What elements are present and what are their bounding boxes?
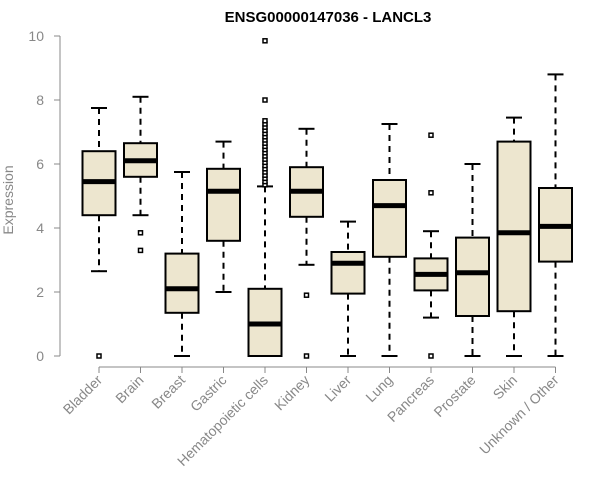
box: [496, 140, 532, 313]
box-group: [247, 38, 283, 357]
outlier-point: [428, 132, 434, 138]
x-tick-label: Skin: [490, 372, 521, 403]
box: [455, 236, 490, 318]
box-group: [455, 163, 490, 357]
box: [206, 167, 241, 242]
outlier-point: [262, 38, 268, 44]
y-tick-label: 0: [36, 348, 44, 364]
box-group: [496, 116, 532, 357]
y-tick-label: 6: [36, 156, 44, 172]
x-tick-label: Breast: [148, 372, 188, 412]
x-tick-label: Unknown / Other: [476, 372, 562, 458]
x-tick-label: Liver: [321, 372, 354, 405]
outlier-point: [428, 353, 434, 359]
box-group: [164, 171, 200, 357]
box-group: [538, 73, 573, 357]
outlier-point: [262, 97, 268, 103]
box: [330, 251, 366, 295]
x-tick-label: Brain: [112, 372, 146, 406]
x-tick-label: Bladder: [60, 372, 106, 418]
box: [164, 252, 200, 314]
outlier-point: [96, 353, 102, 359]
box-group: [206, 140, 241, 293]
x-tick-label: Lung: [362, 372, 395, 405]
box-group: [413, 132, 449, 359]
outlier-point: [262, 118, 268, 124]
outlier-point: [137, 247, 144, 254]
box: [372, 179, 407, 258]
x-tick-label: Kidney: [271, 372, 313, 414]
y-axis: 0 2 4 6 8 10: [28, 28, 61, 364]
box-group: [289, 127, 324, 359]
box-group: [330, 220, 366, 357]
box-group: [372, 123, 407, 357]
y-tick-label: 4: [36, 220, 44, 236]
x-tick-label: Prostate: [430, 372, 478, 420]
box-group: [81, 107, 117, 359]
boxes: [81, 38, 573, 359]
outlier-point: [303, 292, 310, 298]
box-group: [123, 95, 158, 254]
y-tick-label: 2: [36, 284, 44, 300]
y-tick-label: 8: [36, 92, 44, 108]
outlier-point: [303, 353, 310, 359]
chart-title: ENSG00000147036 - LANCL3: [225, 9, 432, 26]
y-tick-label: 10: [28, 28, 44, 44]
y-axis-label: Expression: [0, 165, 16, 234]
outlier-point: [428, 190, 434, 196]
outlier-point: [137, 230, 144, 236]
